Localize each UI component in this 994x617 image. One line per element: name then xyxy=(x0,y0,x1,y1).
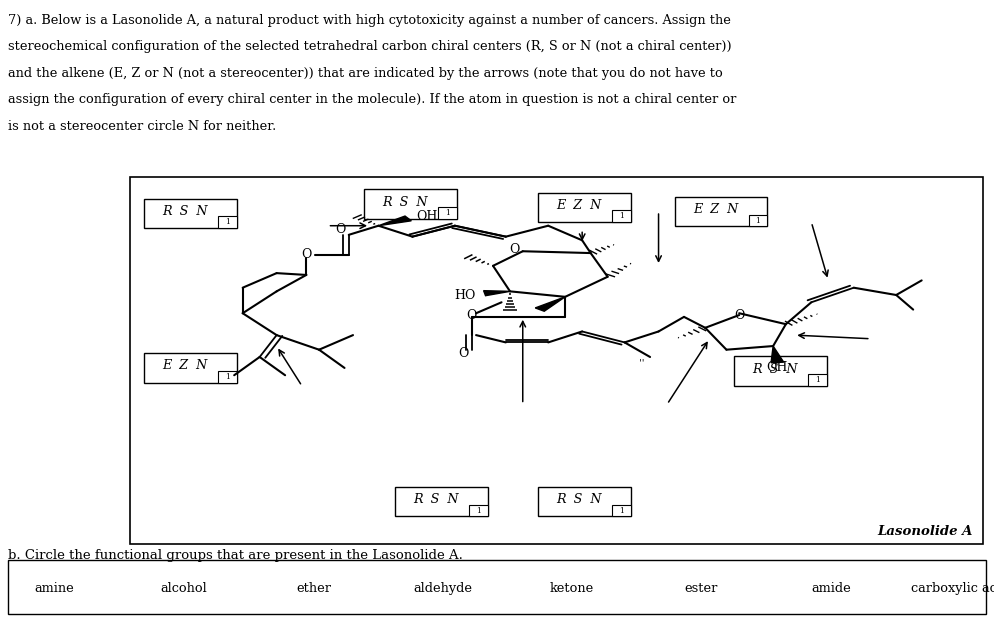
Bar xyxy=(468,505,487,516)
Bar xyxy=(734,356,826,386)
Bar xyxy=(364,189,456,219)
Text: E  Z  N: E Z N xyxy=(692,204,738,217)
Text: amine: amine xyxy=(35,581,75,595)
Text: 1: 1 xyxy=(814,376,819,384)
Text: is not a stereocenter circle N for neither.: is not a stereocenter circle N for neith… xyxy=(8,120,276,133)
Bar xyxy=(144,353,237,383)
Text: ester: ester xyxy=(684,581,718,595)
Bar xyxy=(8,560,985,614)
Text: O: O xyxy=(301,249,311,262)
Bar xyxy=(218,217,237,228)
Text: R  S  N: R S N xyxy=(382,196,427,209)
Text: OH: OH xyxy=(766,362,787,375)
Text: stereochemical configuration of the selected tetrahedral carbon chiral centers (: stereochemical configuration of the sele… xyxy=(8,40,731,53)
Text: 1: 1 xyxy=(618,212,623,220)
Text: assign the configuration of every chiral center in the molecule). If the atom in: assign the configuration of every chiral… xyxy=(8,93,736,106)
Text: R  S  N: R S N xyxy=(751,363,797,376)
Text: R  S  N: R S N xyxy=(162,205,208,218)
Text: R  S  N: R S N xyxy=(413,494,458,507)
Text: 1: 1 xyxy=(444,209,449,217)
Bar xyxy=(747,215,766,226)
Polygon shape xyxy=(483,291,510,296)
Text: ketone: ketone xyxy=(550,581,593,595)
Text: ether: ether xyxy=(295,581,331,595)
Bar xyxy=(674,197,766,226)
Text: E  Z  N: E Z N xyxy=(162,360,208,373)
Text: alcohol: alcohol xyxy=(161,581,207,595)
Text: Lasonolide A: Lasonolide A xyxy=(877,525,972,538)
Text: R  S  N: R S N xyxy=(556,494,601,507)
Text: aldehyde: aldehyde xyxy=(413,581,472,595)
Text: O: O xyxy=(335,223,345,236)
Bar xyxy=(130,177,982,544)
Text: 7) a. Below is a Lasonolide A, a natural product with high cytotoxicity against : 7) a. Below is a Lasonolide A, a natural… xyxy=(8,14,731,27)
Text: b. Circle the functional groups that are present in the Lasonolide A.: b. Circle the functional groups that are… xyxy=(8,549,462,562)
Text: '': '' xyxy=(638,358,644,367)
Text: HO: HO xyxy=(454,289,475,302)
Polygon shape xyxy=(770,346,783,363)
Bar xyxy=(538,487,630,516)
Bar xyxy=(144,199,237,228)
Polygon shape xyxy=(378,216,411,226)
Text: O: O xyxy=(466,308,476,321)
Text: amide: amide xyxy=(810,581,850,595)
Text: 1: 1 xyxy=(225,373,230,381)
Text: 1: 1 xyxy=(475,507,480,515)
Text: O: O xyxy=(457,347,468,360)
Bar xyxy=(611,505,630,516)
Text: carboxylic acid: carboxylic acid xyxy=(911,581,994,595)
Text: OH: OH xyxy=(416,210,437,223)
Bar xyxy=(437,207,456,219)
Bar xyxy=(538,193,630,222)
Bar xyxy=(218,371,237,383)
Bar xyxy=(807,374,826,386)
Text: O: O xyxy=(509,243,519,256)
Polygon shape xyxy=(535,297,565,311)
Bar xyxy=(611,210,630,222)
Text: 1: 1 xyxy=(618,507,623,515)
Text: O: O xyxy=(734,308,744,321)
Text: 1: 1 xyxy=(754,217,759,225)
Text: and the alkene (E, Z or N (not a stereocenter)) that are indicated by the arrows: and the alkene (E, Z or N (not a stereoc… xyxy=(8,67,722,80)
Text: E  Z  N: E Z N xyxy=(556,199,601,212)
Bar xyxy=(395,487,487,516)
Text: 1: 1 xyxy=(225,218,230,226)
